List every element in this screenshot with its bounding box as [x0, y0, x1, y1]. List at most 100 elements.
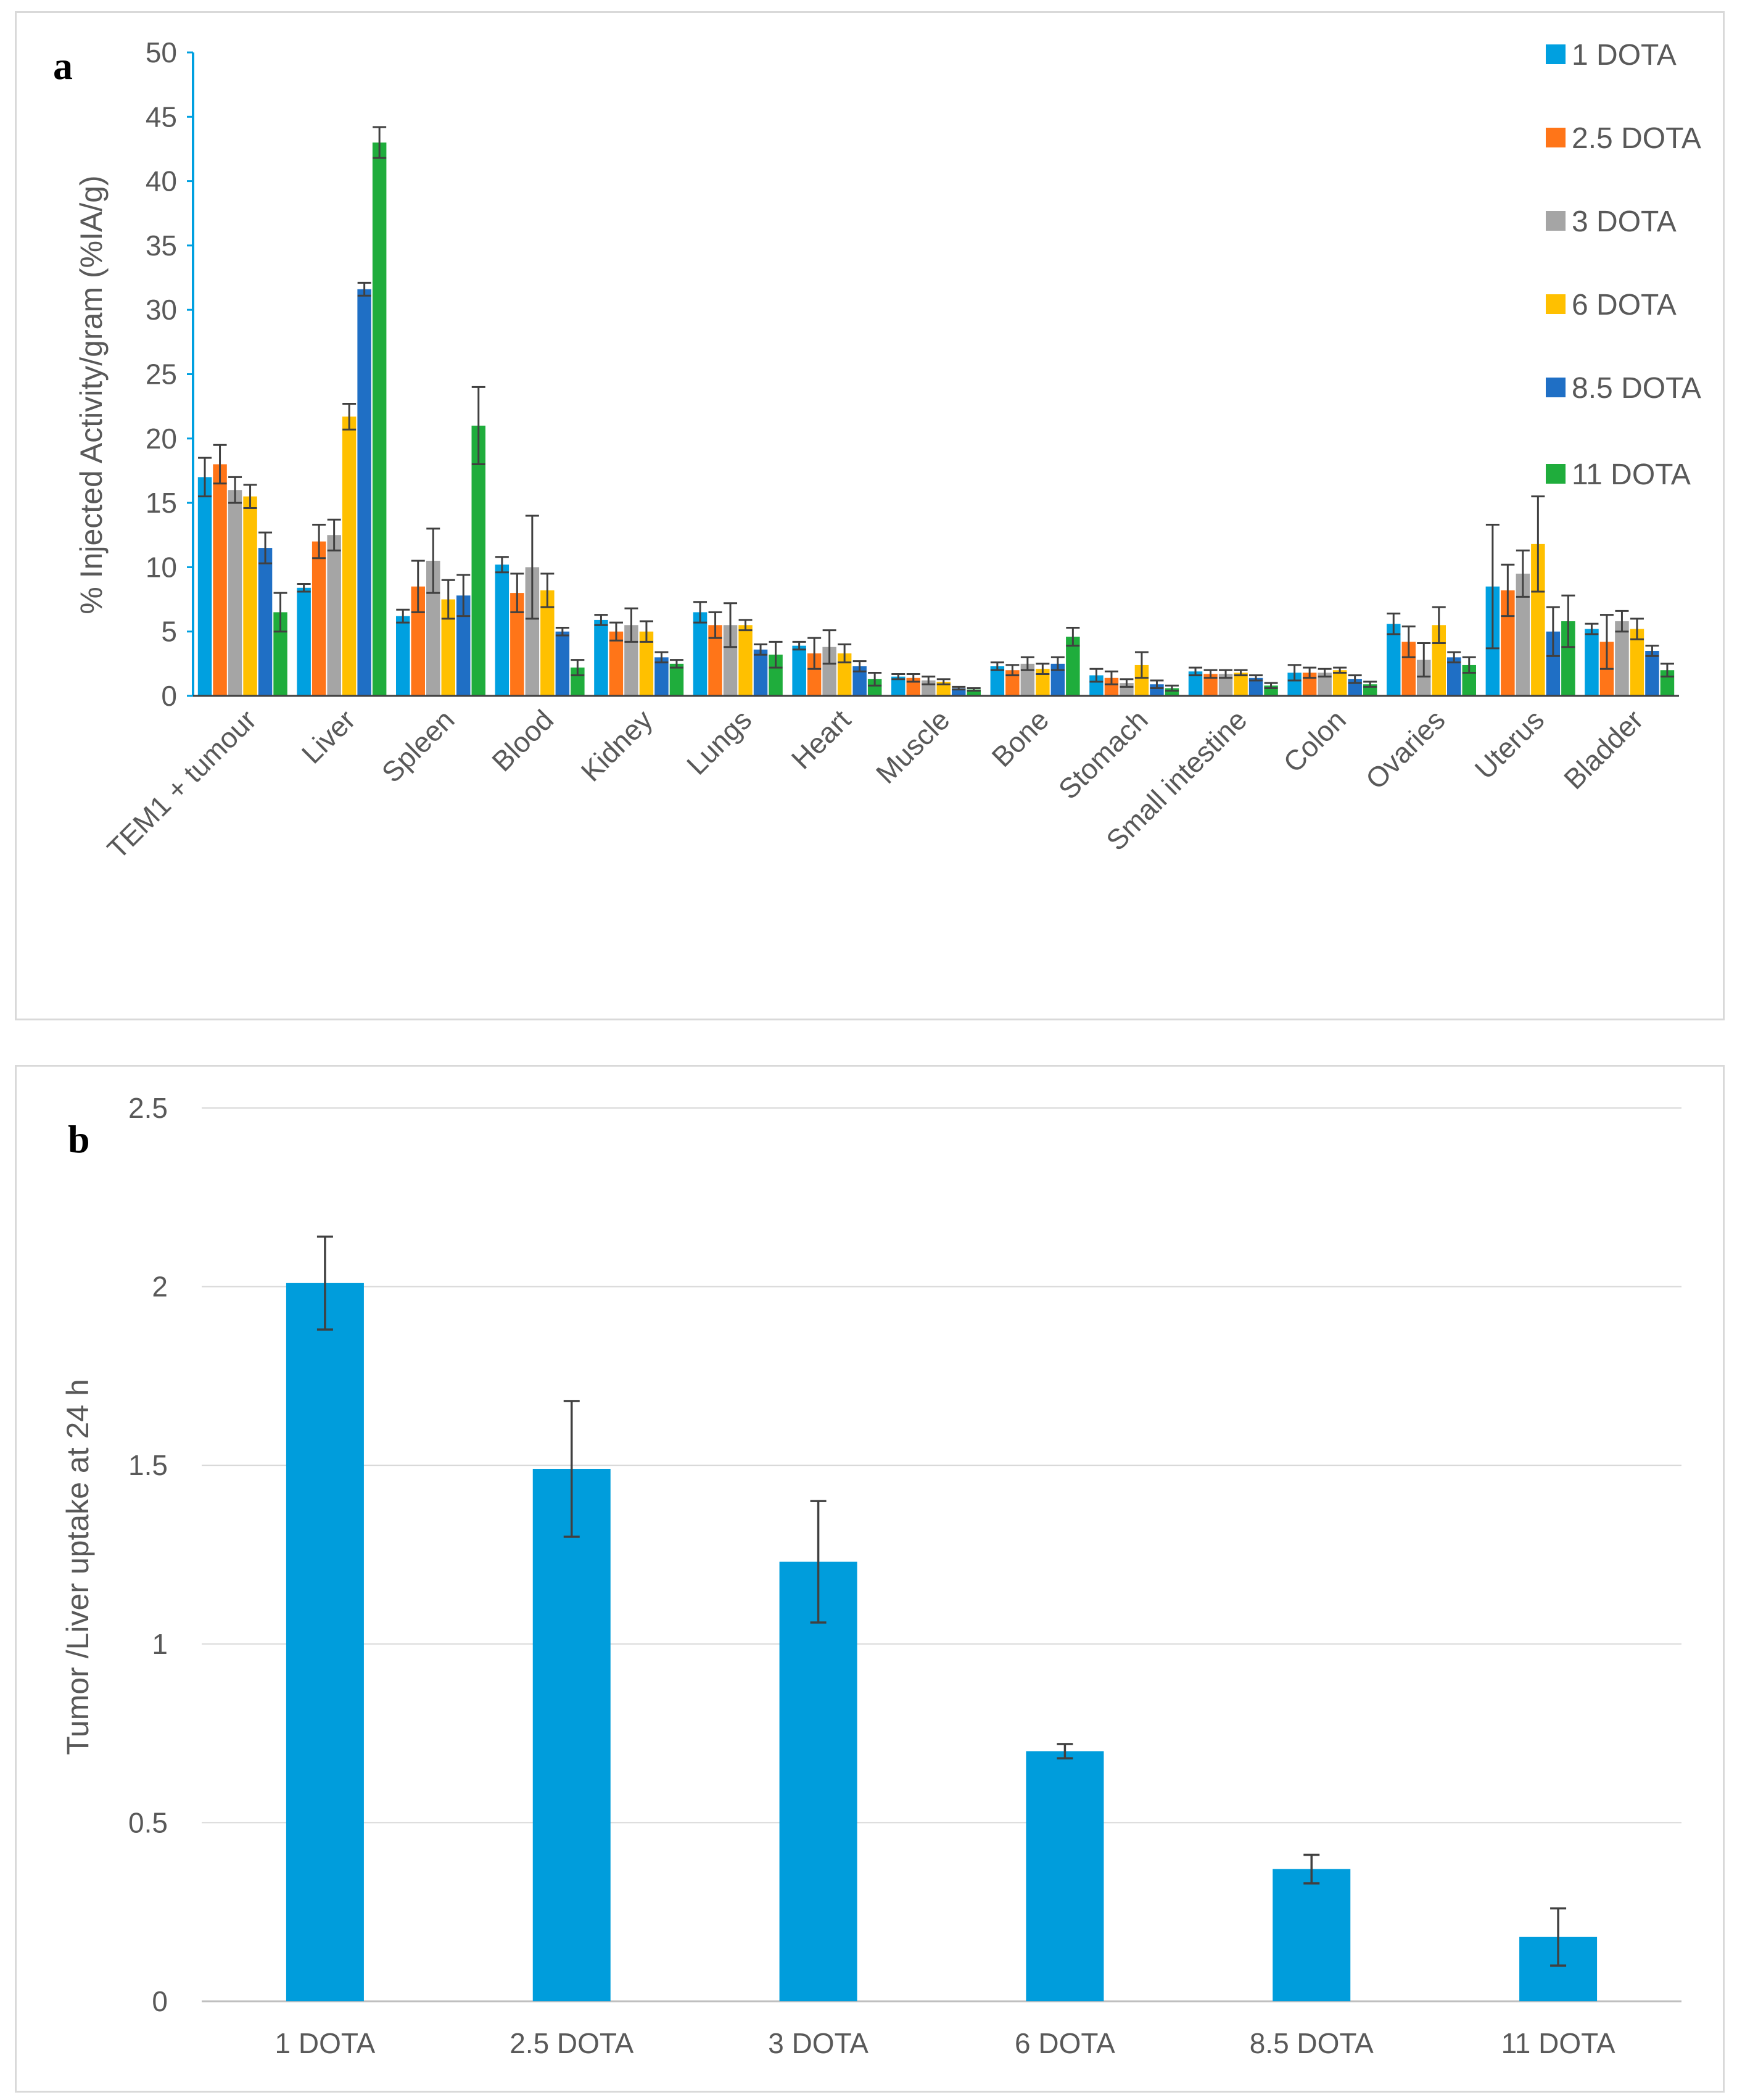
bar-6-0	[792, 645, 806, 696]
bar-1-4	[357, 289, 371, 697]
panel-a-frame	[15, 11, 1725, 1020]
chart-a-yticks: 0 5 10 15 20 25 30 35 40 45 50	[146, 36, 177, 712]
bar-7-5	[967, 689, 981, 696]
chart-b-error-bars	[316, 1235, 1567, 1967]
bar-10-3	[1234, 672, 1248, 696]
bar-9-4	[1150, 684, 1164, 696]
bar-2-0	[396, 616, 410, 696]
chart-b-grid	[202, 1107, 1681, 2003]
bar-6-2	[822, 647, 836, 696]
chart-a-ylabel: % Injected Activity/gram (%IA/g)	[74, 175, 109, 614]
bar-3-1	[510, 593, 524, 696]
bar-6-3	[837, 653, 852, 696]
y-tick-label-0: 0	[161, 680, 177, 712]
bar-0-5	[273, 612, 287, 696]
bar-8-3	[1036, 669, 1050, 696]
bar-12-1	[1401, 642, 1416, 696]
legend-swatch-0	[1546, 44, 1566, 64]
bar-2-1	[411, 586, 425, 696]
bar-10-2	[1218, 674, 1233, 696]
bar-5-0	[693, 612, 708, 696]
chart-b-ylabel: Tumor /Liver uptake at 24 h	[60, 1379, 95, 1755]
bar-b-1	[532, 1468, 611, 2001]
bar-13-2	[1516, 573, 1530, 696]
bar-8-0	[990, 666, 1005, 696]
bar-5-2	[723, 625, 738, 696]
legend-swatch-1	[1546, 128, 1566, 147]
bar-1-3	[342, 416, 357, 696]
legend-label-1: 2.5 DOTA	[1572, 122, 1701, 155]
chart-b-bars	[286, 1283, 1598, 2001]
bar-4-3	[639, 631, 654, 696]
bar-8-4	[1050, 663, 1065, 696]
x-tick-label-b-2: 3 DOTA	[768, 2027, 868, 2059]
chart-a-svg: a % Injected Activity/gram (%IA/g) 0 5 10 1…	[53, 36, 1701, 865]
bar-3-4	[555, 631, 570, 696]
bar-9-1	[1104, 677, 1119, 696]
y-tick-label-2: 10	[146, 551, 177, 583]
legend-label-2: 3 DOTA	[1572, 205, 1677, 238]
chart-b-yticks: 0 0.5 1 1.5 2 2.5	[128, 1092, 168, 2017]
bar-8-5	[1066, 637, 1080, 696]
y-tick-label-b-3: 1.5	[128, 1449, 168, 1481]
bar-10-1	[1203, 674, 1218, 696]
bar-b-2	[779, 1561, 857, 2001]
panel-a-letter: a	[53, 44, 73, 88]
bar-1-5	[372, 143, 387, 696]
bar-11-3	[1332, 670, 1347, 696]
bar-0-4	[258, 548, 273, 696]
legend-swatch-4	[1546, 378, 1566, 397]
y-tick-label-b-0: 0	[152, 1985, 168, 2017]
legend-swatch-3	[1546, 294, 1566, 314]
legend-label-3: 6 DOTA	[1572, 289, 1677, 321]
y-tick-label-8: 40	[146, 165, 177, 197]
bar-12-4	[1447, 657, 1461, 696]
bar-13-3	[1531, 544, 1545, 696]
bar-11-2	[1318, 672, 1332, 696]
bar-14-0	[1585, 629, 1599, 696]
bar-10-4	[1248, 677, 1263, 696]
bar-2-3	[441, 599, 455, 696]
y-tick-label-b-1: 0.5	[128, 1806, 168, 1838]
bar-4-1	[609, 631, 624, 696]
y-tick-label-b-4: 2	[152, 1271, 168, 1303]
bar-9-3	[1134, 664, 1149, 696]
bar-14-2	[1615, 621, 1629, 696]
bar-5-4	[753, 649, 768, 696]
y-tick-label-4: 20	[146, 423, 177, 455]
bar-12-0	[1387, 624, 1401, 696]
bar-5-1	[708, 625, 722, 696]
bar-11-0	[1287, 672, 1302, 696]
bar-b-3	[1026, 1751, 1104, 2001]
panel-b-letter: b	[68, 1117, 90, 1161]
bar-3-3	[540, 590, 555, 696]
bar-b-4	[1273, 1869, 1351, 2001]
bar-13-4	[1546, 631, 1561, 696]
y-tick-label-6: 30	[146, 294, 177, 326]
bar-4-4	[654, 657, 669, 696]
bar-0-3	[243, 496, 257, 696]
bar-4-2	[624, 625, 638, 696]
chart-a-error-bars	[198, 126, 1674, 692]
bar-0-2	[228, 490, 242, 696]
bar-2-5	[471, 425, 485, 696]
legend-label-4: 8.5 DOTA	[1572, 372, 1701, 405]
bar-4-5	[669, 663, 684, 696]
legend-swatch-5	[1546, 464, 1566, 484]
bar-5-5	[769, 655, 783, 696]
bar-14-3	[1630, 629, 1644, 696]
bar-1-1	[312, 541, 326, 696]
bar-0-1	[213, 464, 227, 696]
bar-12-2	[1417, 659, 1431, 696]
bar-7-3	[936, 682, 951, 696]
bar-5-3	[738, 625, 753, 696]
bar-13-5	[1561, 621, 1575, 696]
x-tick-label-b-3: 6 DOTA	[1015, 2027, 1115, 2059]
x-tick-label-b-5: 11 DOTA	[1501, 2027, 1615, 2059]
legend-label-5: 11 DOTA	[1572, 458, 1691, 491]
y-tick-label-1: 5	[161, 616, 177, 648]
x-tick-label-b-4: 8.5 DOTA	[1250, 2027, 1374, 2059]
x-tick-label-b-1: 2.5 DOTA	[510, 2027, 633, 2059]
